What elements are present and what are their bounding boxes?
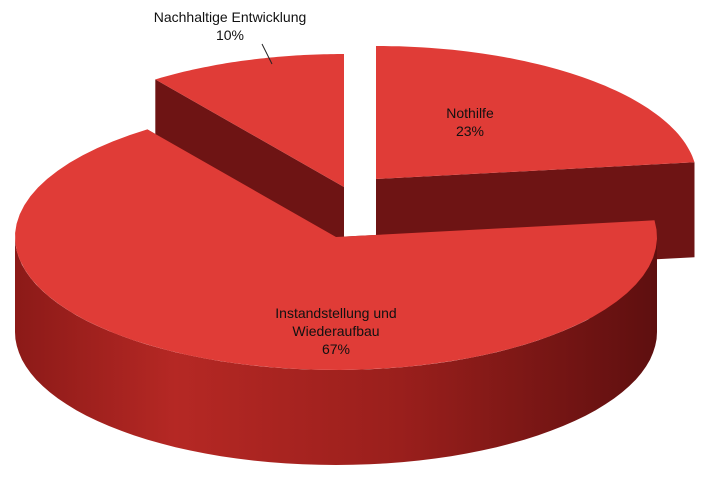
slice-side xyxy=(15,237,657,465)
value-label: 23% xyxy=(455,123,485,139)
slice-label: Nachhaltige Entwicklung 10% xyxy=(120,8,340,44)
slice-top xyxy=(376,46,695,179)
category-label: Nothilfe xyxy=(446,105,494,121)
slice-top xyxy=(15,129,658,370)
category-label: Instandstellung und Wiederaufbau xyxy=(275,305,397,339)
slice-top xyxy=(155,54,344,187)
value-label: 67% xyxy=(321,341,351,357)
slice xyxy=(15,129,658,465)
slice-label: Instandstellung und Wiederaufbau 67% xyxy=(236,304,436,358)
value-label: 10% xyxy=(215,27,245,43)
category-label: Nachhaltige Entwicklung xyxy=(153,9,307,25)
slice-label: Nothilfe 23% xyxy=(410,104,530,140)
leader-line xyxy=(261,43,273,65)
